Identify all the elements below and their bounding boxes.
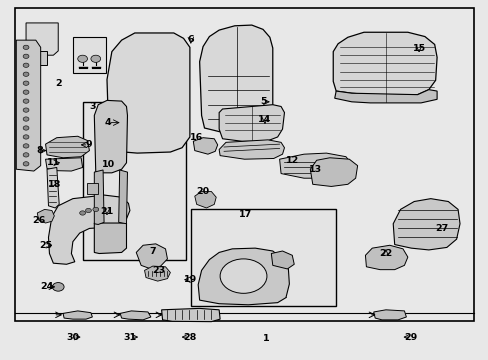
Circle shape (23, 99, 29, 103)
Circle shape (23, 144, 29, 148)
Text: 15: 15 (412, 44, 425, 53)
Text: 9: 9 (85, 140, 92, 149)
Text: 8: 8 (36, 146, 43, 155)
Polygon shape (219, 105, 284, 141)
Polygon shape (310, 158, 357, 186)
Polygon shape (136, 244, 167, 269)
Circle shape (23, 72, 29, 76)
Text: 1: 1 (263, 334, 269, 343)
Text: 25: 25 (39, 241, 52, 250)
Polygon shape (194, 192, 216, 208)
Polygon shape (37, 51, 47, 65)
Circle shape (23, 126, 29, 130)
Polygon shape (161, 309, 220, 321)
Circle shape (23, 153, 29, 157)
Text: 2: 2 (55, 79, 61, 88)
Text: 13: 13 (308, 166, 321, 175)
Text: 30: 30 (66, 333, 79, 342)
Polygon shape (219, 140, 284, 159)
Polygon shape (373, 310, 406, 320)
Polygon shape (94, 223, 126, 253)
Text: 23: 23 (152, 266, 165, 275)
Text: 26: 26 (32, 216, 45, 225)
Text: 24: 24 (41, 282, 54, 291)
Circle shape (220, 259, 266, 293)
Circle shape (23, 162, 29, 166)
Polygon shape (120, 311, 151, 320)
Text: 28: 28 (183, 333, 196, 342)
Bar (73, 37, 106, 73)
Polygon shape (198, 248, 289, 305)
Polygon shape (107, 33, 189, 153)
Circle shape (52, 283, 64, 291)
Text: 27: 27 (434, 224, 447, 233)
Text: 5: 5 (259, 97, 266, 106)
Bar (190, 209, 335, 306)
Circle shape (85, 208, 91, 213)
Text: 14: 14 (258, 115, 271, 124)
Text: 12: 12 (285, 156, 298, 165)
Polygon shape (45, 158, 82, 171)
Polygon shape (279, 153, 351, 178)
Text: 11: 11 (47, 158, 60, 167)
Bar (15, 8, 473, 320)
Text: 21: 21 (100, 207, 113, 216)
Polygon shape (47, 167, 59, 208)
Text: 20: 20 (196, 187, 209, 196)
Polygon shape (199, 25, 272, 133)
Polygon shape (37, 210, 54, 223)
Polygon shape (119, 170, 127, 224)
Text: 4: 4 (104, 118, 111, 127)
Bar (82, 102, 185, 260)
Circle shape (23, 90, 29, 94)
Polygon shape (63, 311, 92, 319)
Polygon shape (94, 170, 104, 225)
Text: 29: 29 (404, 333, 417, 342)
Polygon shape (144, 266, 170, 281)
Text: 18: 18 (47, 180, 61, 189)
Text: 19: 19 (184, 275, 197, 284)
Polygon shape (16, 40, 41, 171)
Circle shape (23, 54, 29, 58)
Circle shape (78, 55, 87, 62)
Circle shape (23, 45, 29, 49)
Text: 17: 17 (238, 210, 252, 219)
Polygon shape (334, 90, 436, 103)
Text: 16: 16 (190, 133, 203, 142)
Polygon shape (48, 195, 130, 264)
Circle shape (80, 211, 85, 215)
Circle shape (23, 81, 29, 85)
Text: 10: 10 (102, 161, 115, 170)
Text: 22: 22 (379, 249, 392, 258)
Polygon shape (94, 100, 127, 173)
Text: 31: 31 (123, 333, 136, 342)
Circle shape (23, 117, 29, 121)
Text: 7: 7 (149, 247, 156, 256)
Polygon shape (45, 136, 89, 158)
Circle shape (23, 63, 29, 67)
Circle shape (91, 55, 101, 62)
Polygon shape (26, 23, 58, 55)
Circle shape (23, 135, 29, 139)
Bar (87, 183, 98, 194)
Polygon shape (392, 199, 459, 250)
Circle shape (93, 207, 99, 212)
Text: 6: 6 (187, 35, 194, 44)
Polygon shape (193, 138, 217, 154)
Polygon shape (271, 251, 294, 269)
Circle shape (23, 108, 29, 112)
Text: 3: 3 (89, 102, 96, 111)
Polygon shape (332, 32, 436, 95)
Polygon shape (365, 245, 407, 270)
